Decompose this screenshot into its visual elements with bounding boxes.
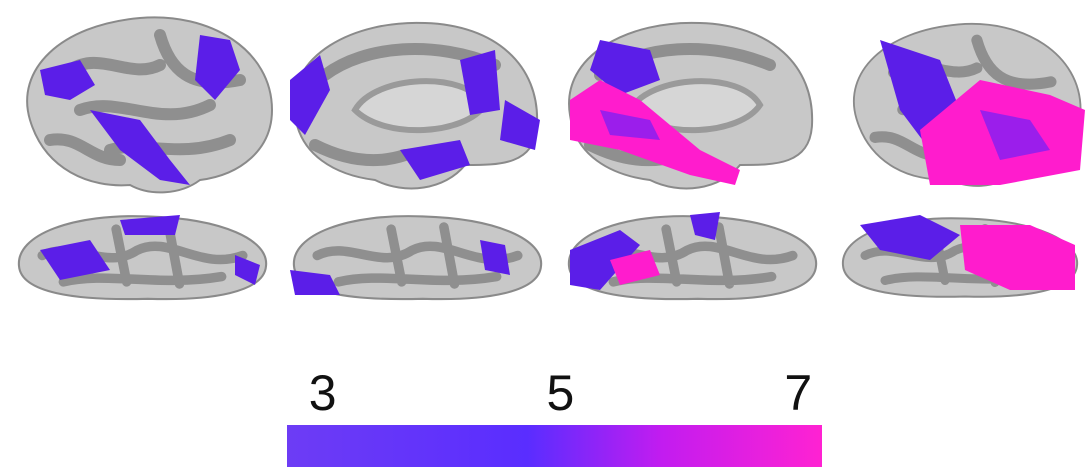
blob (570, 230, 640, 290)
blob (980, 110, 1050, 160)
blob (600, 110, 660, 140)
blob (960, 225, 1075, 290)
blob (40, 60, 95, 100)
colorbar-tick-label: 7 (784, 365, 812, 421)
blob (610, 250, 660, 285)
blob (290, 55, 330, 135)
colorbar-tick-label: 5 (547, 365, 575, 421)
blob (40, 240, 110, 280)
colorbar-gradient (287, 425, 822, 467)
blob (400, 140, 470, 180)
activation-blobs-high (570, 80, 1085, 290)
blob (195, 35, 240, 100)
blob (290, 270, 340, 295)
blob (90, 110, 190, 185)
blob (120, 215, 180, 235)
colorbar: 3 5 7 (287, 365, 822, 467)
blob (590, 40, 660, 95)
blob (480, 240, 510, 275)
blob (860, 215, 960, 260)
blob (690, 212, 720, 240)
colorbar-tick-label: 3 (309, 365, 337, 421)
blob (235, 255, 260, 285)
blob (500, 100, 540, 150)
activation-blobs-mid (600, 110, 1050, 160)
blob (460, 50, 500, 115)
